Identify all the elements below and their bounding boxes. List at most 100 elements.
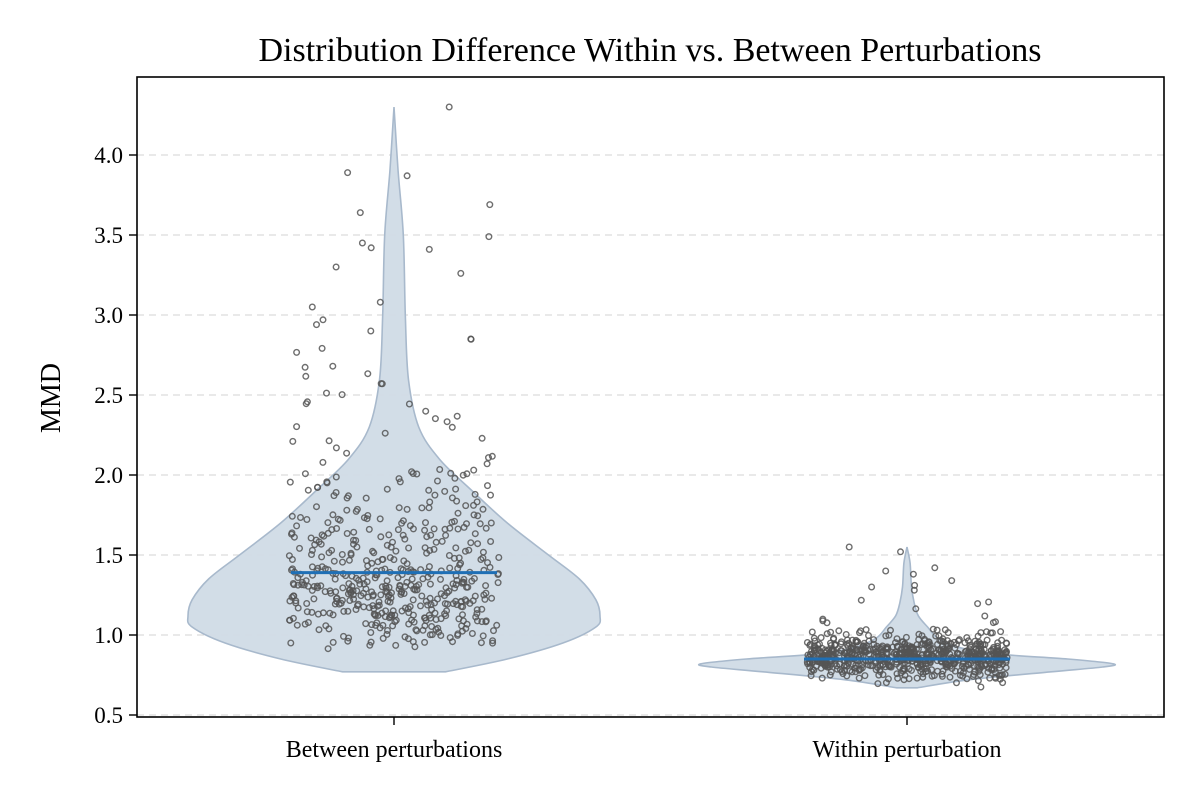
data-point — [482, 617, 490, 625]
data-point — [874, 680, 882, 688]
data-point — [810, 634, 818, 642]
data-point — [386, 598, 394, 606]
data-point — [304, 619, 312, 627]
data-point — [488, 594, 496, 602]
data-point — [372, 621, 380, 629]
data-point — [833, 662, 841, 670]
data-point — [289, 614, 297, 622]
data-point — [370, 610, 378, 618]
data-point — [976, 671, 984, 679]
data-point — [367, 327, 375, 335]
data-point — [418, 504, 426, 512]
data-point — [452, 581, 460, 589]
data-point — [286, 478, 294, 486]
data-point — [303, 608, 311, 616]
data-point — [383, 630, 391, 638]
median-lines — [291, 571, 1010, 661]
data-point — [474, 512, 482, 520]
data-point — [417, 602, 425, 610]
data-point — [431, 491, 439, 499]
data-point — [378, 380, 386, 388]
data-point — [432, 538, 440, 546]
data-point — [329, 638, 337, 646]
data-point — [390, 556, 398, 564]
data-point — [823, 619, 831, 627]
data-point — [892, 639, 900, 647]
data-point — [974, 677, 982, 685]
data-point — [346, 586, 354, 594]
data-point — [808, 628, 816, 636]
data-point — [445, 103, 453, 111]
data-point — [485, 233, 493, 241]
data-point — [981, 662, 989, 670]
data-point — [421, 526, 429, 534]
data-point — [287, 639, 295, 647]
data-point — [364, 512, 372, 520]
data-point — [448, 423, 456, 431]
data-point — [481, 595, 489, 603]
data-point — [378, 556, 386, 564]
y-axis-label: MMD — [36, 363, 67, 433]
data-point — [382, 582, 390, 590]
data-point — [948, 577, 956, 585]
y-tick-label: 1.0 — [94, 623, 123, 648]
data-point — [484, 559, 492, 567]
data-point — [350, 595, 358, 603]
data-point — [902, 633, 910, 641]
data-point — [357, 592, 365, 600]
data-point — [294, 574, 302, 582]
data-point — [969, 672, 977, 680]
data-point — [964, 637, 972, 645]
data-point — [882, 632, 890, 640]
data-point — [442, 584, 450, 592]
data-point — [494, 579, 502, 587]
data-point — [364, 593, 372, 601]
data-point — [369, 602, 377, 610]
data-point — [426, 498, 434, 506]
data-point — [365, 525, 373, 533]
data-point — [363, 578, 371, 586]
data-point — [313, 503, 321, 511]
data-point — [365, 604, 373, 612]
data-point — [403, 578, 411, 586]
data-point — [958, 662, 966, 670]
data-point — [356, 209, 364, 217]
data-point — [849, 645, 857, 653]
data-point — [489, 637, 497, 645]
data-point — [493, 621, 501, 629]
chart-title: Distribution Difference Within vs. Betwe… — [259, 32, 1042, 69]
data-point — [434, 477, 442, 485]
data-point — [852, 638, 860, 646]
data-point — [453, 412, 461, 420]
data-point — [951, 667, 959, 675]
data-point — [473, 498, 481, 506]
data-point — [467, 335, 475, 343]
data-point — [332, 473, 340, 481]
data-point — [467, 539, 475, 547]
data-point — [425, 486, 433, 494]
data-point — [989, 619, 997, 627]
data-point — [387, 594, 395, 602]
data-point — [418, 592, 426, 600]
data-point — [977, 629, 985, 637]
data-point — [302, 577, 310, 585]
data-point — [462, 502, 470, 510]
data-point — [946, 673, 954, 681]
data-point — [370, 549, 378, 557]
data-point — [331, 575, 339, 583]
data-point — [415, 581, 423, 589]
data-point — [383, 541, 391, 549]
data-point — [319, 316, 327, 324]
data-point — [861, 648, 869, 656]
data-point — [449, 580, 457, 588]
data-point — [981, 612, 989, 620]
data-point — [286, 597, 294, 605]
data-point — [333, 594, 341, 602]
data-point — [952, 641, 960, 649]
data-point — [422, 597, 430, 605]
data-point — [364, 370, 372, 378]
y-tick-label: 1.5 — [94, 543, 123, 568]
data-point — [487, 538, 495, 546]
data-point — [487, 519, 495, 527]
data-point — [856, 629, 864, 637]
